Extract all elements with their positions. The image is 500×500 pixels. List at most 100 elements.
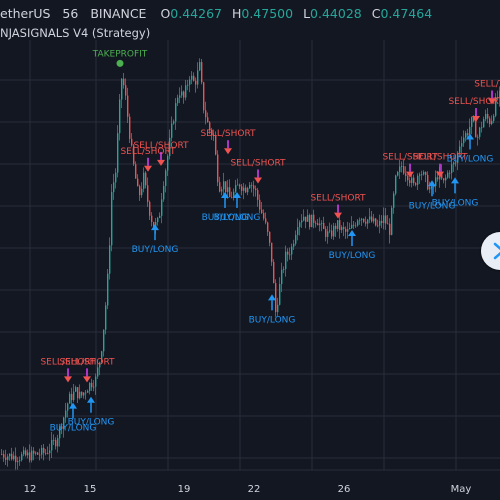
- sell-signal-label: SELL/SHORT: [59, 357, 115, 367]
- candle-body: [23, 450, 25, 455]
- buy-arrow-icon: [87, 396, 95, 403]
- x-tick-label: May: [451, 484, 472, 495]
- candle-body: [295, 234, 297, 244]
- candle-body: [121, 78, 123, 100]
- candle-body: [425, 172, 427, 175]
- buy-arrow-icon: [268, 294, 276, 301]
- candle-body: [465, 133, 467, 138]
- candle-body: [171, 123, 173, 138]
- x-tick-label: 26: [338, 484, 351, 495]
- candle-body: [481, 127, 483, 129]
- candle-body: [487, 113, 489, 119]
- candle-body: [111, 192, 113, 246]
- chart-legend: etherUS 56 BINANCE O0.44267 H0.47500 L0.…: [0, 6, 500, 46]
- strategy-name[interactable]: NJASIGNALS V4 (Strategy): [0, 26, 151, 40]
- candle-body: [339, 220, 341, 230]
- candle-body: [137, 178, 139, 187]
- candle-body: [235, 185, 237, 192]
- sell-signal-label: SELL/SHORT: [133, 141, 189, 151]
- candle-body: [305, 216, 307, 222]
- candle-body: [491, 120, 493, 125]
- candle-body: [231, 197, 233, 198]
- candle-body: [331, 230, 333, 237]
- buy-signal-label: BUY/LONG: [249, 315, 296, 325]
- candle-body: [139, 186, 141, 196]
- candle-body: [463, 137, 465, 144]
- candle-body: [255, 188, 257, 191]
- candle-body: [467, 133, 469, 136]
- candle-body: [433, 186, 435, 188]
- candle-body: [357, 220, 359, 226]
- candle-body: [63, 417, 65, 429]
- candle-body: [117, 133, 119, 173]
- candle-body: [385, 215, 387, 224]
- candle-body: [113, 182, 115, 193]
- candle-body: [345, 228, 347, 232]
- candle-body: [175, 103, 177, 122]
- candle-body: [259, 199, 261, 210]
- candle-body: [21, 454, 23, 461]
- candle-body: [451, 164, 453, 173]
- candle-body: [353, 224, 355, 226]
- sell-arrow-icon: [334, 212, 342, 219]
- candle-body: [287, 251, 289, 255]
- candle-body: [421, 174, 423, 176]
- candle-body: [145, 172, 147, 186]
- buy-signal-label: BUY/LONG: [214, 213, 261, 223]
- candle-body: [365, 221, 367, 224]
- candle-body: [17, 461, 19, 463]
- symbol[interactable]: etherUS: [0, 6, 51, 21]
- sell-arrow-icon: [472, 116, 480, 123]
- candle-body: [125, 85, 127, 96]
- candle-body: [483, 119, 485, 128]
- candle-body: [297, 227, 299, 235]
- candle-body: [341, 227, 343, 230]
- candle-body: [441, 172, 443, 179]
- candle-body: [285, 251, 287, 269]
- sell-signal-label: SELL/SHORT: [40, 357, 96, 367]
- candle-body: [493, 115, 495, 121]
- candle-body: [291, 246, 293, 255]
- candle-body: [3, 454, 5, 458]
- candle-body: [101, 351, 103, 363]
- buy-signal-label: BUY/LONG: [132, 245, 179, 255]
- scroll-right-button[interactable]: [481, 232, 500, 270]
- candle-body: [333, 225, 335, 237]
- candle-body: [289, 254, 291, 256]
- candle-body: [423, 172, 425, 175]
- ohlc-close-value: 0.47464: [380, 6, 433, 21]
- candle-body: [29, 452, 31, 461]
- candle-body: [387, 223, 389, 225]
- candle-body: [195, 80, 197, 85]
- candle-body: [301, 220, 303, 223]
- candle-body: [245, 187, 247, 193]
- candle-body: [399, 166, 401, 173]
- candle-body: [73, 391, 75, 401]
- candle-body: [67, 403, 69, 411]
- buy-arrow-icon: [151, 224, 159, 231]
- candle-body: [177, 97, 179, 104]
- candle-body: [79, 391, 81, 399]
- sell-arrow-icon: [406, 171, 414, 178]
- sell-arrow-icon: [254, 177, 262, 184]
- buy-arrow-icon: [451, 177, 459, 184]
- candle-body: [253, 185, 255, 189]
- candle-body: [185, 85, 187, 98]
- timeframe[interactable]: 56: [62, 6, 79, 21]
- candle-body: [107, 273, 109, 306]
- candle-body: [249, 184, 251, 189]
- candle-body: [103, 329, 105, 352]
- exchange: BINANCE: [90, 6, 147, 21]
- sell-arrow-icon: [436, 171, 444, 178]
- candle-body: [217, 154, 219, 183]
- takeprofit-label: TAKEPROFIT: [92, 49, 148, 59]
- candle-body: [335, 225, 337, 229]
- candle-body: [367, 219, 369, 224]
- candle-body: [193, 75, 195, 81]
- candle-body: [71, 393, 73, 401]
- buy-arrow-icon: [348, 229, 356, 236]
- candle-body: [39, 454, 41, 456]
- candle-body: [53, 439, 55, 441]
- candle-body: [131, 138, 133, 146]
